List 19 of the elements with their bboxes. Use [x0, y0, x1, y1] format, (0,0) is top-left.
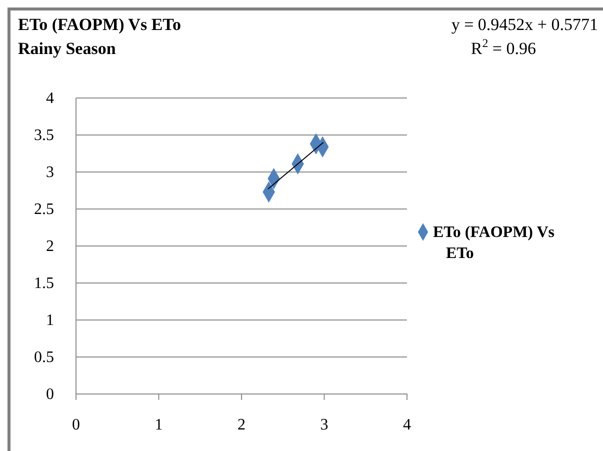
x-tick-label: 2: [238, 416, 246, 434]
y-tick-label: 1: [46, 312, 54, 330]
x-tick-label: 0: [72, 416, 80, 434]
legend-label: ETo (FAOPM) Vs ETo: [433, 224, 554, 262]
x-tick-label: 4: [403, 416, 411, 434]
chart-title: ETo (FAOPM) Vs ETo: [18, 15, 181, 34]
text: y = 0.9452x + 0.5771: [451, 15, 598, 34]
x-tick-label: 3: [320, 416, 328, 434]
y-tick-label: 3: [46, 164, 54, 182]
x-tick-label: 1: [154, 416, 163, 434]
y-tick-label: 0.5: [34, 349, 54, 366]
y-tick-label: 2.5: [34, 201, 54, 218]
text: R$^{2}$ = 0.96: [470, 36, 536, 58]
y-tick-label: 2: [46, 238, 54, 256]
chart-subtitle: Rainy Season: [18, 39, 116, 58]
y-tick-label: 0: [46, 386, 54, 404]
y-tick-label: 1.5: [34, 275, 54, 292]
y-tick-label: 4: [46, 90, 54, 108]
y-tick-label: 3.5: [34, 127, 54, 144]
